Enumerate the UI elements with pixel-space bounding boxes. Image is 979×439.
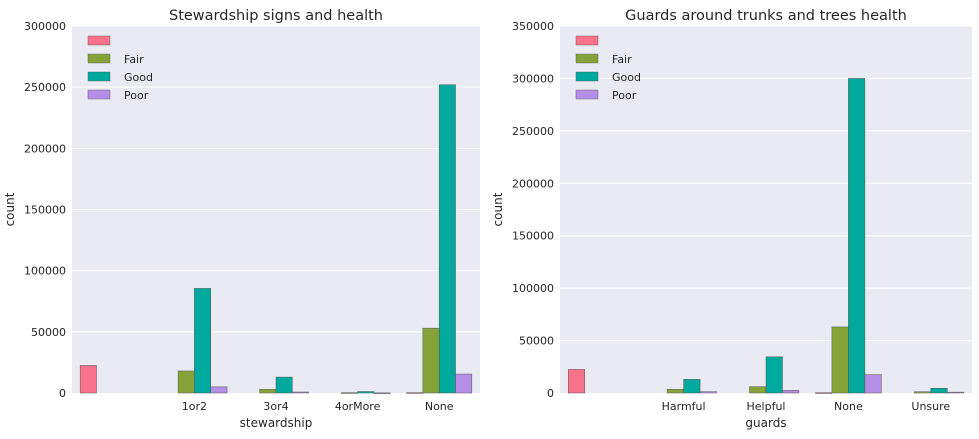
bar — [683, 379, 701, 394]
bar — [406, 392, 424, 394]
legend-label: Fair — [124, 53, 144, 66]
x-axis-label: stewardship — [240, 416, 313, 430]
bar — [422, 327, 440, 394]
legend: Fair Good Poor — [87, 35, 153, 102]
bar — [947, 391, 965, 394]
legend-swatch — [87, 89, 111, 100]
x-tick-label: None — [425, 400, 454, 413]
legend-label: Good — [612, 71, 641, 84]
legend-swatch — [575, 71, 599, 82]
bar — [831, 326, 849, 394]
legend-label: Fair — [612, 53, 632, 66]
legend-swatch — [575, 53, 599, 64]
y-tick-label: 250000 — [24, 81, 66, 94]
chart-1: 0 50000 100000 150000 200000 250000 300000 1or2… — [3, 8, 480, 430]
y-tick-label: 100000 — [512, 282, 554, 295]
bar — [749, 386, 767, 394]
x-tick-label: Helpful — [747, 400, 786, 413]
bar — [194, 288, 211, 394]
bar — [914, 391, 932, 394]
bar — [848, 78, 866, 394]
bar — [666, 389, 684, 394]
legend-swatch — [87, 71, 111, 82]
bar — [177, 370, 195, 394]
x-tick-label: 4orMore — [335, 400, 381, 413]
bar — [765, 356, 783, 394]
bar — [699, 391, 717, 394]
bar — [930, 388, 948, 394]
legend-label: Poor — [612, 89, 637, 102]
bar — [438, 84, 456, 394]
x-tick-label: None — [834, 400, 863, 413]
y-tick-label: 300000 — [24, 20, 66, 33]
chart-title: Guards around trunks and trees health — [625, 8, 907, 24]
bar — [275, 376, 293, 394]
y-tick-label: 50000 — [519, 335, 554, 348]
y-axis-label: count — [491, 192, 505, 226]
y-tick-label: 200000 — [512, 177, 554, 190]
bar — [341, 392, 358, 394]
y-tick-label: 200000 — [24, 142, 66, 155]
y-axis-label: count — [3, 192, 17, 226]
bar — [259, 389, 277, 394]
x-tick-label: Unsure — [911, 400, 950, 413]
plot-area — [560, 26, 972, 393]
legend-swatch — [87, 35, 111, 46]
bar — [567, 369, 585, 394]
y-tick-label: 0 — [547, 387, 554, 400]
legend-label: Poor — [124, 89, 149, 102]
legend-swatch — [87, 53, 111, 64]
y-tick-label: 350000 — [512, 20, 554, 33]
bar — [79, 365, 97, 394]
bar — [210, 386, 228, 394]
y-tick-label: 300000 — [512, 72, 554, 85]
x-tick-label: 3or4 — [263, 400, 288, 413]
bar — [455, 373, 473, 394]
x-tick-label: 1or2 — [182, 400, 207, 413]
bar — [373, 392, 391, 394]
x-tick-label: Harmful — [662, 400, 706, 413]
x-axis-label: guards — [745, 416, 786, 430]
chart-2: 0 50000 100000 150000 200000 250000 300000 3500… — [491, 8, 972, 430]
bar — [815, 392, 833, 394]
bar — [292, 391, 309, 394]
y-tick-label: 50000 — [31, 326, 66, 339]
y-tick-label: 100000 — [24, 265, 66, 278]
y-tick-label: 150000 — [24, 204, 66, 217]
chart-title: Stewardship signs and health — [169, 8, 383, 24]
legend-swatch — [575, 35, 599, 46]
bar — [357, 391, 375, 394]
legend-swatch — [575, 89, 599, 100]
y-tick-label: 250000 — [512, 125, 554, 138]
legend: Fair Good Poor — [575, 35, 641, 102]
bar — [782, 390, 800, 394]
y-tick-label: 0 — [59, 387, 66, 400]
bar — [864, 374, 882, 394]
legend-label: Good — [124, 71, 153, 84]
y-tick-label: 150000 — [512, 230, 554, 243]
